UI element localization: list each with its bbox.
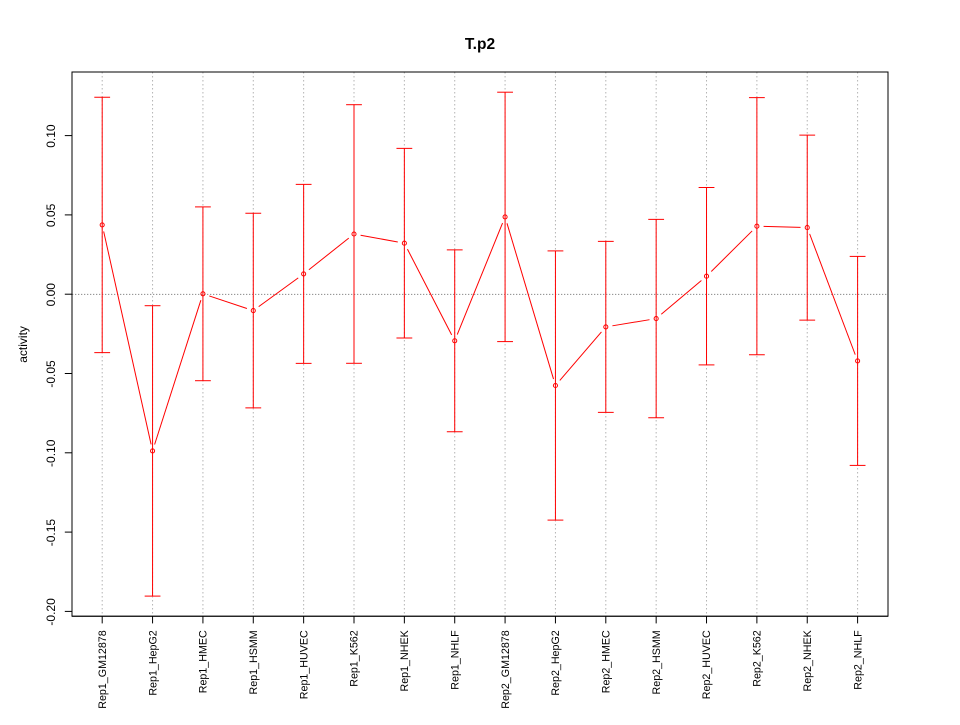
svg-text:-0.10: -0.10 — [44, 439, 58, 467]
svg-text:Rep1_HMEC: Rep1_HMEC — [198, 630, 210, 693]
svg-text:Rep1_NHEK: Rep1_NHEK — [399, 629, 411, 691]
svg-text:activity: activity — [16, 326, 30, 363]
svg-text:Rep2_K562: Rep2_K562 — [752, 630, 764, 687]
svg-text:T.p2: T.p2 — [465, 36, 495, 53]
svg-text:0.05: 0.05 — [44, 203, 58, 227]
svg-text:Rep2_GM12878: Rep2_GM12878 — [500, 630, 512, 708]
svg-text:Rep2_HUVEC: Rep2_HUVEC — [701, 630, 713, 699]
svg-text:Rep1_HUVEC: Rep1_HUVEC — [298, 630, 310, 699]
svg-text:Rep2_NHEK: Rep2_NHEK — [802, 629, 814, 691]
svg-text:0.10: 0.10 — [44, 124, 58, 148]
svg-text:Rep1_GM12878: Rep1_GM12878 — [97, 630, 109, 708]
svg-text:-0.20: -0.20 — [44, 598, 58, 626]
svg-text:Rep2_HSMM: Rep2_HSMM — [651, 630, 663, 694]
svg-text:Rep1_NHLF: Rep1_NHLF — [449, 630, 461, 690]
svg-text:-0.15: -0.15 — [44, 519, 58, 547]
svg-text:0.00: 0.00 — [44, 283, 58, 307]
svg-text:Rep1_HepG2: Rep1_HepG2 — [147, 630, 159, 695]
svg-text:Rep2_HepG2: Rep2_HepG2 — [550, 630, 562, 695]
svg-text:Rep1_HSMM: Rep1_HSMM — [248, 630, 260, 694]
svg-text:Rep1_K562: Rep1_K562 — [349, 630, 361, 687]
svg-text:Rep2_NHLF: Rep2_NHLF — [852, 630, 864, 690]
svg-text:Rep2_HMEC: Rep2_HMEC — [601, 630, 613, 693]
svg-text:-0.05: -0.05 — [44, 360, 58, 388]
